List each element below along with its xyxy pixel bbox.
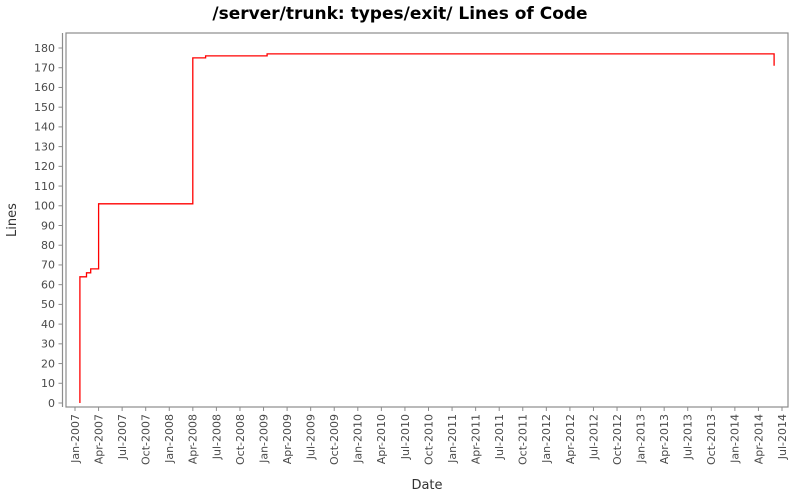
y-tick-label: 10 xyxy=(41,377,55,390)
y-tick-label: 20 xyxy=(41,357,55,370)
x-axis-title: Date xyxy=(411,478,442,493)
plot-border xyxy=(65,32,789,408)
x-tick-label: Jan-2010 xyxy=(352,414,365,464)
x-tick-label: Oct-2007 xyxy=(140,414,153,465)
x-tick-label: Apr-2009 xyxy=(281,414,294,464)
loc-series-line xyxy=(79,53,775,403)
y-tick-label: 90 xyxy=(41,219,55,232)
chart-title: /server/trunk: types/exit/ Lines of Code xyxy=(212,4,588,24)
y-tick-label: 100 xyxy=(34,200,55,213)
y-tick-label: 170 xyxy=(34,62,55,75)
x-tick-label: Oct-2009 xyxy=(328,414,341,465)
x-tick-label: Jan-2013 xyxy=(634,414,647,464)
x-tick-label: Jul-2009 xyxy=(305,414,318,460)
y-tick-label: 110 xyxy=(34,180,55,193)
x-tick-label: Oct-2010 xyxy=(422,414,435,465)
y-tick-label: 30 xyxy=(41,338,55,351)
x-tick-label: Jul-2007 xyxy=(116,414,129,460)
y-tick-label: 0 xyxy=(48,397,55,410)
x-tick-label: Apr-2007 xyxy=(92,414,105,464)
y-tick-label: 150 xyxy=(34,101,55,114)
y-tick-label: 120 xyxy=(34,160,55,173)
x-tick-label: Jan-2008 xyxy=(163,414,176,464)
x-tick-label: Apr-2010 xyxy=(375,414,388,464)
x-tick-label: Jan-2012 xyxy=(540,414,553,464)
y-tick-label: 80 xyxy=(41,239,55,252)
x-tick-label: Jan-2009 xyxy=(257,414,270,464)
x-tick-label: Oct-2013 xyxy=(705,414,718,465)
x-tick-label: Jul-2012 xyxy=(587,414,600,460)
y-axis-title: Lines xyxy=(5,203,20,237)
y-tick-label: 60 xyxy=(41,278,55,291)
y-tick-label: 140 xyxy=(34,121,55,134)
y-tick-label: 180 xyxy=(34,42,55,55)
x-tick-label: Oct-2011 xyxy=(517,414,530,465)
y-tick-label: 160 xyxy=(34,81,55,94)
x-tick-label: Apr-2014 xyxy=(752,414,765,464)
y-tick-label: 40 xyxy=(41,318,55,331)
x-tick-label: Oct-2012 xyxy=(611,414,624,465)
x-tick-label: Oct-2008 xyxy=(234,414,247,465)
x-tick-label: Jul-2010 xyxy=(399,414,412,460)
x-tick-label: Apr-2012 xyxy=(564,414,577,464)
x-tick-label: Apr-2011 xyxy=(469,414,482,464)
x-tick-label: Jan-2014 xyxy=(729,414,742,464)
y-tick-label: 130 xyxy=(34,140,55,153)
x-tick-label: Jul-2008 xyxy=(210,414,223,460)
y-tick-label: 50 xyxy=(41,298,55,311)
x-tick-label: Jan-2007 xyxy=(69,414,82,464)
x-tick-label: Jul-2014 xyxy=(776,414,789,460)
x-tick-label: Apr-2013 xyxy=(658,414,671,464)
x-tick-label: Jul-2013 xyxy=(682,414,695,460)
x-tick-label: Jul-2011 xyxy=(493,414,506,460)
y-tick-label: 70 xyxy=(41,259,55,272)
x-tick-label: Apr-2008 xyxy=(187,414,200,464)
x-tick-label: Jan-2011 xyxy=(446,414,459,464)
